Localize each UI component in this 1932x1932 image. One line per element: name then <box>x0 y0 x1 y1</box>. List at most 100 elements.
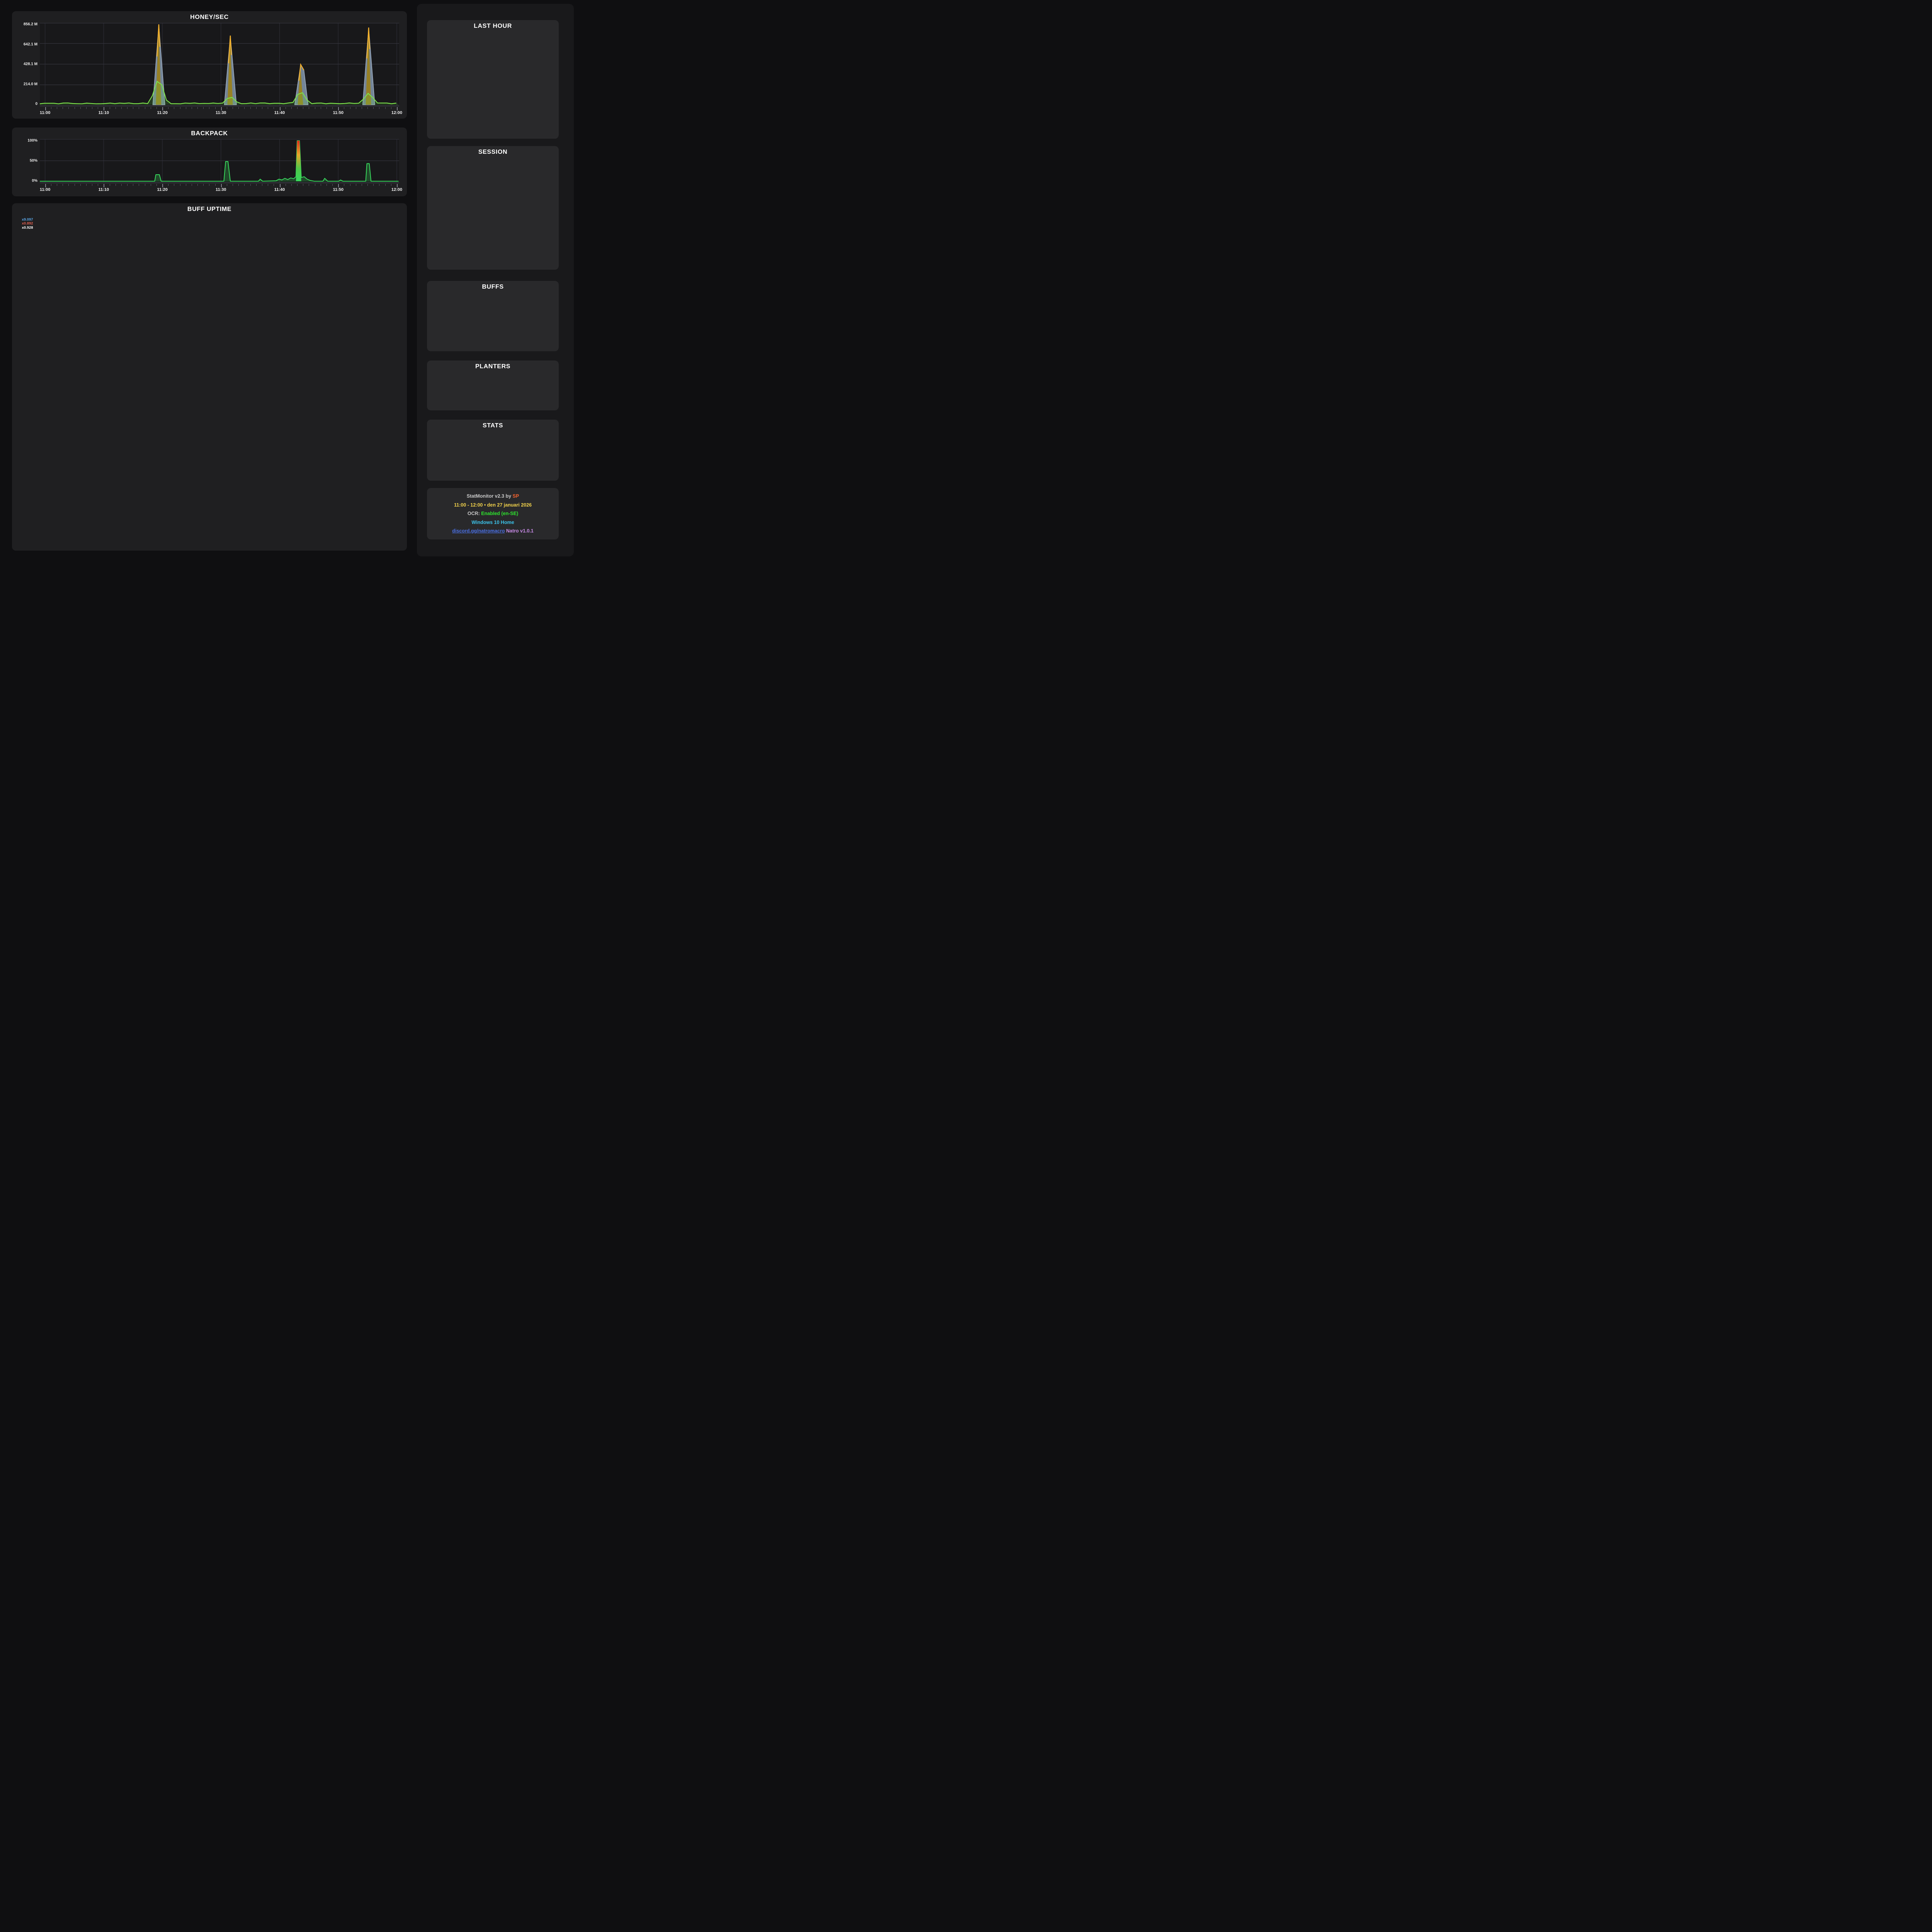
author-name: SP <box>512 493 519 499</box>
axis-label: 12:00 <box>391 187 402 192</box>
axis-tick <box>250 184 251 186</box>
buff-multiplier-label: x0.928 <box>22 225 33 230</box>
last-hour-panel: LAST HOUR <box>427 20 559 139</box>
os-line: Windows 10 Home <box>471 519 514 525</box>
axis-tick <box>127 107 128 109</box>
axis-tick <box>279 107 281 111</box>
session-title: SESSION <box>478 149 508 155</box>
axis-label: 11:20 <box>157 111 168 115</box>
axis-tick <box>86 184 87 186</box>
backpack-panel: BACKPACK 100% 50% 0% 11:00 11:10 11:20 11:30 11… <box>12 128 407 196</box>
axis-tick <box>256 107 257 109</box>
y-axis-label: 0 <box>35 102 37 106</box>
buffs-panel: BUFFS <box>427 281 559 351</box>
axis-tick <box>221 107 222 111</box>
axis-tick <box>162 107 163 111</box>
axis-tick <box>373 184 374 186</box>
axis-tick <box>385 184 386 186</box>
axis-tick <box>197 107 198 109</box>
axis-tick <box>68 107 69 109</box>
buff-row-gutter: x9.097 x0.892 x0.928 <box>15 214 40 243</box>
axis-tick <box>297 107 298 109</box>
app-version-line: StatMonitor v2.3 by SP <box>466 493 519 499</box>
about-panel: StatMonitor v2.3 by SP 11:00 - 12:00 • d… <box>427 488 559 539</box>
ocr-line: OCR: Enabled (en-SE) <box>467 511 519 516</box>
axis-label: 11:40 <box>274 111 285 115</box>
axis-tick <box>197 184 198 186</box>
buff-multiplier-label: x0.892 <box>22 221 33 226</box>
backpack-chart-title: BACKPACK <box>191 130 228 137</box>
axis-tick <box>297 184 298 186</box>
axis-tick <box>279 184 281 187</box>
axis-tick <box>367 107 368 109</box>
axis-label: 12:00 <box>391 111 402 115</box>
axis-tick <box>244 184 245 186</box>
axis-tick <box>215 184 216 186</box>
axis-tick <box>244 107 245 109</box>
axis-tick <box>332 107 333 109</box>
links-line: discord.gg/natromacro Natro v1.0.1 <box>427 527 559 536</box>
y-axis-label: 428.1 M <box>23 62 37 66</box>
axis-tick <box>367 184 368 186</box>
stats-panel: STATS <box>427 420 559 481</box>
axis-tick <box>203 184 204 186</box>
axis-tick <box>68 184 69 186</box>
planters-title: PLANTERS <box>475 363 511 370</box>
axis-tick <box>396 184 398 187</box>
axis-tick <box>332 184 333 186</box>
axis-tick <box>256 184 257 186</box>
axis-tick <box>80 184 81 186</box>
axis-label: 11:10 <box>98 187 109 192</box>
axis-tick <box>338 184 339 187</box>
axis-tick <box>162 184 163 187</box>
axis-tick <box>203 107 204 109</box>
axis-tick <box>156 184 157 186</box>
discord-link[interactable]: discord.gg/natromacro <box>452 528 505 534</box>
axis-tick <box>221 184 222 187</box>
axis-tick <box>121 184 122 186</box>
y-axis-label: 642.1 M <box>23 42 37 46</box>
axis-label: 11:30 <box>216 111 226 115</box>
axis-label: 11:00 <box>39 187 51 192</box>
session-panel: SESSION <box>427 146 559 270</box>
y-axis-label: 50% <box>29 158 37 163</box>
axis-tick <box>156 107 157 109</box>
axis-tick <box>238 107 239 109</box>
axis-tick <box>127 184 128 186</box>
planters-panel: PLANTERS <box>427 361 559 410</box>
last-hour-title: LAST HOUR <box>474 23 512 29</box>
x-axis: 11:00 11:10 11:20 11:30 11:40 11:50 12:00 <box>39 183 402 193</box>
buff-uptime-panel: BUFF UPTIME x9.097 x0.892 x0.928 <box>12 203 407 551</box>
buff-multiplier-label: x9.097 <box>22 217 33 222</box>
axis-label: 11:50 <box>333 111 344 115</box>
stats-title: STATS <box>482 422 503 429</box>
axis-label: 11:00 <box>39 111 51 115</box>
axis-tick <box>121 107 122 109</box>
axis-tick <box>45 107 46 111</box>
axis-tick <box>86 107 87 109</box>
y-axis-label: 214.0 M <box>23 82 37 86</box>
axis-tick <box>45 184 46 187</box>
date-range-line: 11:00 - 12:00 • den 27 januari 2026 <box>454 502 532 508</box>
y-axis-label: 0% <box>32 179 37 183</box>
x-axis: 11:00 11:10 11:20 11:30 11:40 11:50 12:00 <box>39 106 402 116</box>
axis-label: 11:10 <box>98 111 109 115</box>
natro-version: Natro v1.0.1 <box>506 528 534 534</box>
buffs-title: BUFFS <box>482 284 504 290</box>
honey-chart-title: HONEY/SEC <box>190 14 229 20</box>
axis-tick <box>385 107 386 109</box>
y-axis-label: 100% <box>27 138 37 143</box>
axis-label: 11:40 <box>274 187 285 192</box>
axis-label: 11:20 <box>157 187 168 192</box>
axis-label: 11:50 <box>333 187 344 192</box>
buff-uptime-title: BUFF UPTIME <box>187 206 232 213</box>
axis-label: 11:30 <box>216 187 226 192</box>
axis-tick <box>291 107 292 109</box>
axis-tick <box>238 184 239 186</box>
axis-tick <box>250 107 251 109</box>
axis-tick <box>396 107 398 111</box>
axis-tick <box>215 107 216 109</box>
chart-plot <box>40 139 399 183</box>
